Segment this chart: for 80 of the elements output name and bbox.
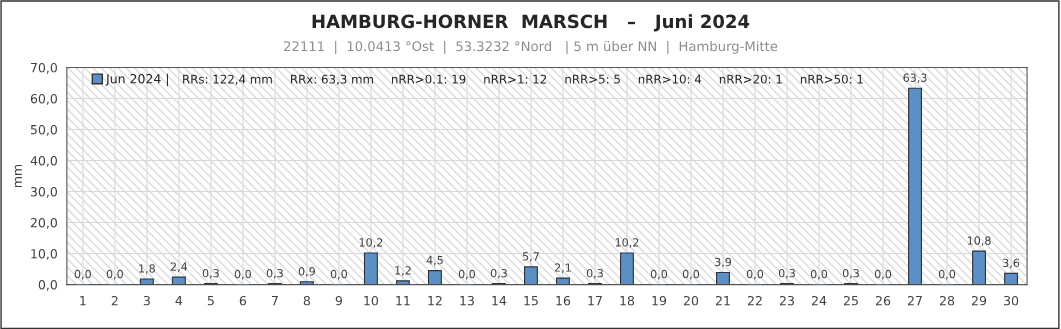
x-tick-label: 7 — [271, 296, 278, 306]
data-label: 0,3 — [842, 268, 859, 279]
data-label: 0,0 — [234, 269, 251, 280]
data-label: 0,0 — [938, 269, 956, 280]
data-label: 1,8 — [139, 264, 155, 274]
x-tick-label: 19 — [652, 295, 667, 306]
x-tick-label: 30 — [1004, 295, 1019, 306]
data-label: 2,4 — [170, 262, 188, 272]
data-label: 63,3 — [903, 73, 927, 84]
x-tick-label: 27 — [907, 295, 922, 306]
y-tick-label: 50,0 — [30, 124, 57, 136]
data-label: 10,2 — [615, 238, 639, 248]
chart-title: HAMBURG-HORNER MARSCH – Juni 2024 — [312, 14, 750, 32]
x-tick-label: 28 — [939, 295, 955, 306]
data-label: 3,9 — [715, 257, 732, 268]
chart-subtitle: 22111 | 10.0413 °Ost | 53.3232 °Nord | 5 m über NN | Hamburg-Mitte — [284, 40, 778, 55]
y-tick-label: 10,0 — [31, 249, 57, 260]
y-tick-label: 60,0 — [30, 93, 57, 105]
x-tick-label: 11 — [396, 296, 410, 306]
x-tick-label: 3 — [143, 295, 150, 306]
annotation: nRR>5: 5 — [565, 74, 620, 84]
data-label: 0,0 — [874, 269, 892, 280]
x-tick-label: 18 — [620, 295, 635, 306]
x-tick-label: 23 — [779, 295, 794, 306]
x-tick-label: 6 — [239, 295, 247, 306]
data-label: 0,0 — [650, 269, 668, 280]
x-tick-label: 25 — [843, 295, 858, 306]
data-label: 0,0 — [810, 269, 828, 280]
data-label: 0,0 — [74, 269, 91, 280]
x-tick-label: 2 — [111, 295, 118, 306]
x-tick-label: 24 — [811, 295, 827, 306]
data-label: 3,6 — [1003, 258, 1020, 269]
data-label: 2,1 — [554, 263, 571, 273]
data-label: 10,8 — [967, 236, 991, 246]
x-tick-label: 22 — [747, 295, 762, 306]
x-tick-label: 14 — [492, 296, 507, 306]
x-tick-label: 29 — [972, 295, 987, 306]
data-label: 0,0 — [330, 269, 347, 280]
y-tick-label: 0,0 — [38, 280, 57, 291]
annotation: nRR>10: 4 — [638, 74, 702, 84]
x-tick-label: 4 — [175, 296, 183, 306]
x-tick-label: 8 — [303, 295, 311, 306]
annotation: RRs: 122,4 mm — [183, 74, 272, 85]
x-tick-label: 15 — [524, 296, 538, 306]
data-label: 0,3 — [490, 268, 507, 279]
data-label: 0,0 — [682, 269, 700, 280]
legend-label: Jun 2024 | — [105, 73, 168, 87]
data-label: 10,2 — [359, 238, 383, 248]
data-label: 0,3 — [778, 268, 795, 279]
data-label: 5,7 — [522, 252, 539, 262]
annotation: nRR>50: 1 — [800, 74, 863, 84]
data-label: 0,9 — [298, 267, 315, 277]
annotation: RRx: 63,3 mm — [291, 74, 374, 85]
data-label: 0,3 — [266, 268, 283, 279]
x-tick-label: 12 — [428, 295, 442, 306]
x-tick-label: 1 — [80, 296, 86, 306]
x-tick-label: 26 — [875, 295, 891, 306]
x-tick-label: 13 — [460, 295, 474, 306]
data-label: 1,2 — [395, 266, 411, 276]
x-tick-label: 5 — [207, 296, 214, 306]
x-tick-label: 17 — [588, 296, 602, 306]
y-axis-title: mm — [14, 164, 22, 188]
y-tick-label: 20,0 — [30, 218, 57, 229]
annotation: nRR>1: 12 — [484, 74, 547, 84]
x-tick-label: 21 — [715, 295, 730, 306]
x-tick-label: 16 — [556, 295, 571, 306]
data-label: 0,0 — [106, 269, 123, 280]
y-tick-label: 40,0 — [30, 155, 57, 167]
data-label: 0,0 — [746, 269, 764, 280]
x-tick-label: 10 — [364, 295, 379, 306]
y-tick-label: 70,0 — [31, 62, 57, 74]
x-tick-label: 9 — [335, 295, 342, 306]
annotation: nRR>0.1: 19 — [391, 74, 466, 84]
data-label: 0,0 — [458, 269, 476, 280]
data-label: 4,5 — [426, 256, 443, 266]
data-label: 0,3 — [202, 268, 219, 279]
x-tick-label: 20 — [683, 295, 699, 306]
y-tick-label: 30,0 — [30, 187, 57, 198]
data-label: 0,3 — [586, 268, 603, 279]
annotation: nRR>20: 1 — [719, 74, 782, 84]
